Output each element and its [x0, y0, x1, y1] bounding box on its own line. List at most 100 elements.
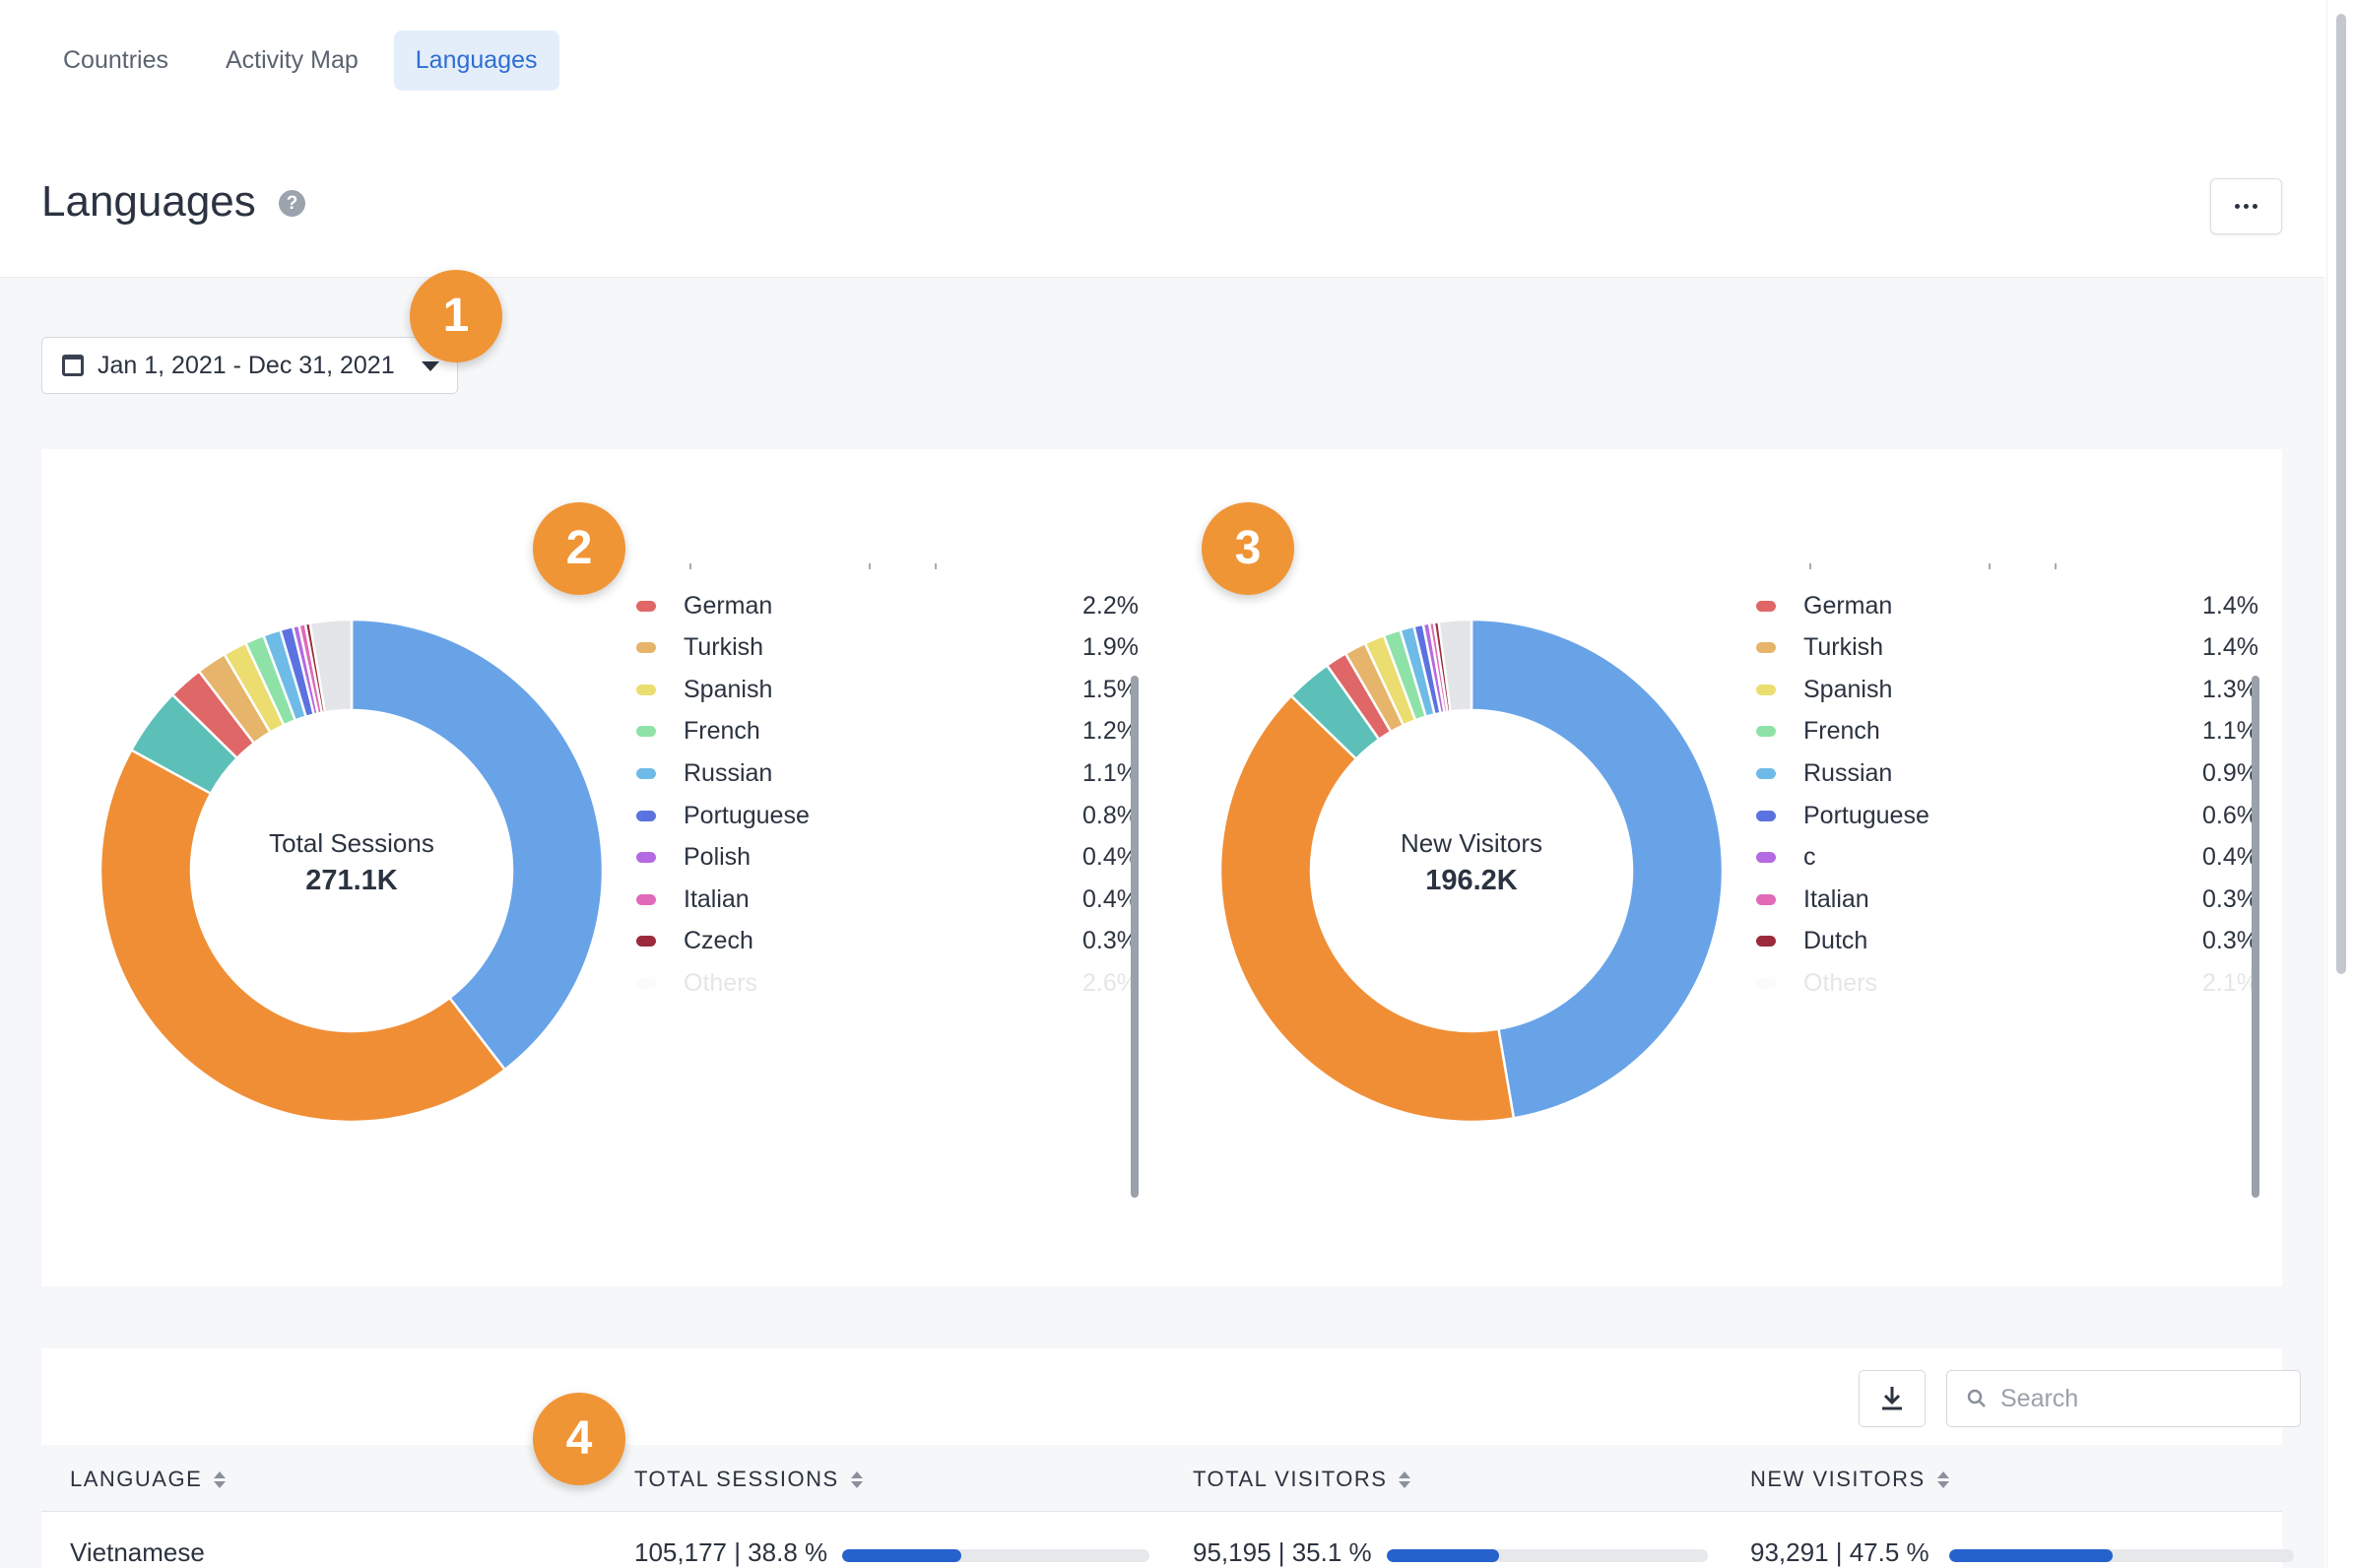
column-header-new-visitors[interactable]: NEW VISITORS [1750, 1467, 1949, 1492]
legend-item[interactable]: Russian 1.1% [636, 753, 1139, 793]
tab-activity-map[interactable]: Activity Map [226, 46, 359, 74]
legend-percent: 2.6% [1082, 968, 1139, 997]
legend-percent: 0.8% [1082, 801, 1139, 829]
donut-slice-others[interactable] [308, 618, 354, 714]
legend-scrollbar[interactable] [1131, 676, 1139, 1198]
legend-label: French [1803, 717, 1880, 746]
page-scrollbar-thumb[interactable] [2336, 14, 2346, 974]
legend-item[interactable]: Czech 0.3% [636, 922, 1139, 961]
legend-item[interactable]: French 1.1% [1756, 712, 2258, 751]
total-sessions-donut-chart [98, 618, 605, 1124]
column-header-total-visitors[interactable]: TOTAL VISITORS [1193, 1467, 1411, 1492]
legend-color-swatch [636, 684, 656, 695]
donut-slice-vietnamese[interactable] [350, 618, 605, 1072]
donut-center: New Visitors 196.2K [1324, 828, 1619, 897]
date-range-label: Jan 1, 2021 - Dec 31, 2021 [98, 351, 395, 379]
legend-percent: 0.3% [2202, 927, 2258, 955]
donut-slice-vietnamese[interactable] [1470, 618, 1725, 1120]
legend-item[interactable]: Turkish 1.9% [636, 628, 1139, 668]
legend-label: German [684, 591, 773, 620]
legend-tick [935, 563, 937, 569]
legend-percent: 0.4% [1082, 843, 1139, 872]
column-header-label: NEW VISITORS [1750, 1467, 1926, 1491]
legend-item[interactable]: Portuguese 0.8% [636, 796, 1139, 835]
legend-item[interactable]: Russian 0.9% [1756, 753, 2258, 793]
legend-item[interactable]: Others 2.1% [1756, 963, 2258, 1003]
legend-item[interactable]: c 0.4% [1756, 838, 2258, 878]
legend-percent: 1.5% [1082, 675, 1139, 703]
legend-color-swatch [636, 642, 656, 654]
donut-slice-english[interactable] [1218, 693, 1516, 1124]
legend-color-swatch [636, 810, 656, 821]
download-icon [1882, 1387, 1902, 1410]
legend-color-swatch [1756, 642, 1776, 654]
search-box[interactable] [1946, 1370, 2301, 1427]
legend-label: Italian [684, 884, 750, 913]
legend-label: Dutch [1803, 927, 1868, 955]
legend-color-swatch [1756, 684, 1776, 695]
legend-color-swatch [636, 977, 656, 989]
legend-color-swatch [1756, 893, 1776, 905]
download-button[interactable] [1859, 1370, 1926, 1427]
legend-color-swatch [636, 726, 656, 738]
cell-language: Vietnamese [70, 1537, 205, 1567]
legend-item[interactable]: Portuguese 0.6% [1756, 796, 2258, 835]
legend-item[interactable]: Spanish 1.5% [636, 670, 1139, 709]
legend-item[interactable]: Italian 0.3% [1756, 880, 2258, 919]
legend-percent: 0.9% [2202, 758, 2258, 787]
legend-color-swatch [636, 767, 656, 779]
legend-color-swatch [1756, 726, 1776, 738]
ellipsis-icon [2235, 204, 2257, 209]
legend-label: Turkish [684, 633, 764, 662]
legend-item[interactable]: Turkish 1.4% [1756, 628, 2258, 668]
legend-item[interactable]: German 2.2% [636, 586, 1139, 625]
legend-color-swatch [1756, 767, 1776, 779]
legend-item[interactable]: Italian 0.4% [636, 880, 1139, 919]
date-range-picker[interactable]: Jan 1, 2021 - Dec 31, 2021 [41, 337, 458, 394]
column-header-total-sessions[interactable]: TOTAL SESSIONS [634, 1467, 863, 1492]
step-badge-2: 2 [533, 502, 625, 595]
legend-label: Spanish [1803, 675, 1893, 703]
caret-down-icon [422, 361, 439, 371]
legend-tick [869, 563, 871, 569]
legend-item[interactable]: Polish 0.4% [636, 838, 1139, 878]
legend-item[interactable]: German 1.4% [1756, 586, 2258, 625]
column-header-label: LANGUAGE [70, 1467, 203, 1491]
legend-label: French [684, 717, 760, 746]
question-circle-icon[interactable]: ? [279, 190, 305, 217]
tab-languages[interactable]: Languages [393, 31, 559, 91]
page-scrollbar[interactable] [2326, 0, 2354, 1568]
step-badge-1: 1 [410, 270, 502, 362]
legend-color-swatch [1756, 810, 1776, 821]
legend-item[interactable]: Dutch 0.3% [1756, 922, 2258, 961]
new-visitors-donut-chart [1218, 618, 1725, 1124]
legend-label: Russian [1803, 758, 1893, 787]
donut-slice-others[interactable] [1437, 618, 1473, 713]
legend-item[interactable]: Spanish 1.3% [1756, 670, 2258, 709]
more-options-button[interactable] [2210, 178, 2282, 234]
legend-percent: 1.1% [1082, 758, 1139, 787]
donut-center: Total Sessions 271.1K [204, 828, 499, 897]
calendar-icon [62, 355, 84, 376]
charts-card: Total Sessions 271.1K German 2.2% Turkish 1… [41, 449, 2282, 1286]
legend-percent: 1.9% [1082, 633, 1139, 662]
tab-bar: Countries Activity Map Languages [41, 31, 559, 91]
sort-icon [1936, 1470, 1949, 1488]
legend-color-swatch [636, 852, 656, 864]
donut-slice-english[interactable] [98, 748, 507, 1124]
tab-countries[interactable]: Countries [63, 46, 168, 74]
legend-percent: 0.6% [2202, 801, 2258, 829]
legend-item[interactable]: French 1.2% [636, 712, 1139, 751]
legend-color-swatch [1756, 936, 1776, 947]
legend-item[interactable]: Others 2.6% [636, 963, 1139, 1003]
legend-percent: 2.1% [2202, 968, 2258, 997]
sort-icon [1399, 1470, 1411, 1488]
step-badge-4: 4 [533, 1393, 625, 1485]
search-input[interactable] [2000, 1384, 2276, 1413]
legend-scrollbar[interactable] [2252, 676, 2259, 1198]
legend-label: Turkish [1803, 633, 1884, 662]
languages-table-card: LANGUAGE TOTAL SESSIONS TOTAL VISITORS N… [41, 1348, 2301, 1568]
legend-label: Czech [684, 927, 753, 955]
column-header-language[interactable]: LANGUAGE [70, 1467, 227, 1492]
donut-center-value: 271.1K [305, 865, 398, 896]
